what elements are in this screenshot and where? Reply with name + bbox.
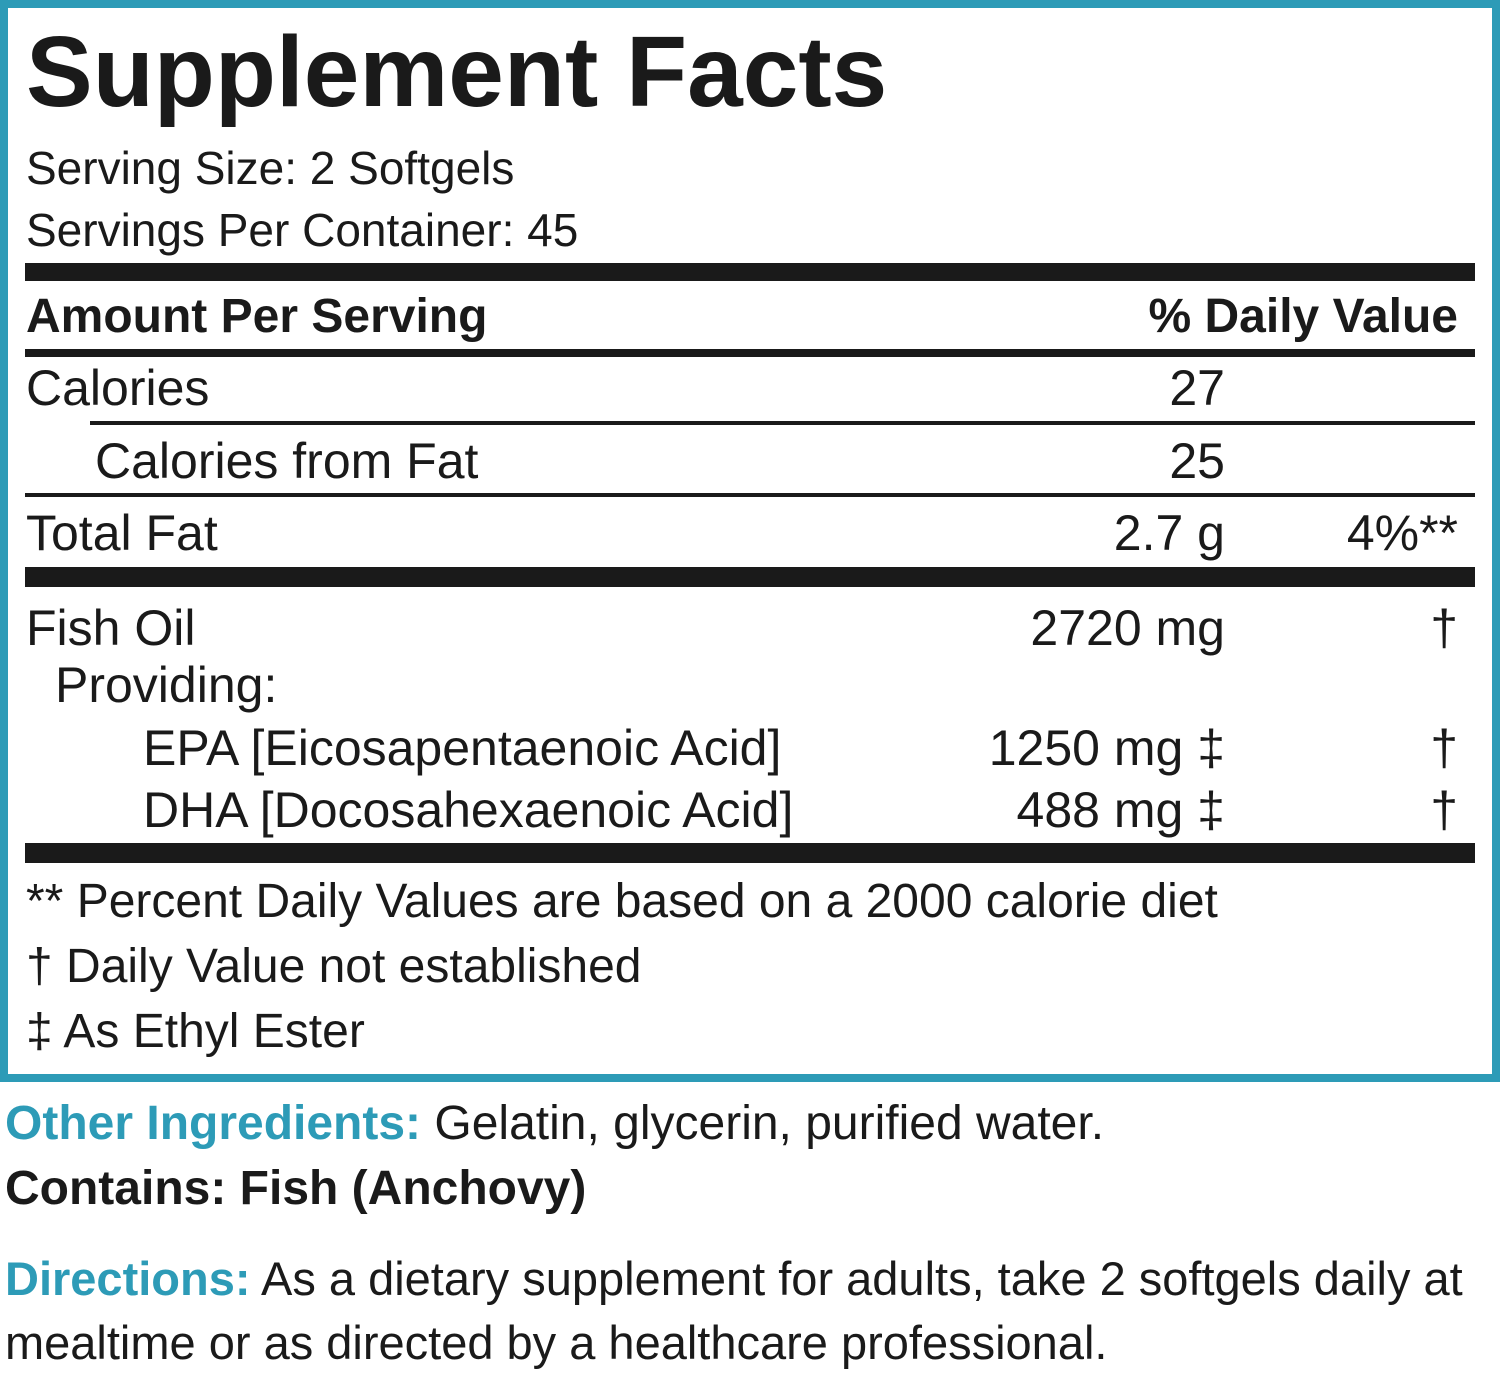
other-ingredients-label: Other Ingredients:: [5, 1097, 422, 1150]
directions-text: As a dietary supplement for adults, take…: [5, 1252, 1463, 1369]
row-amount: 25: [1169, 433, 1225, 489]
directions-label: Directions:: [5, 1252, 251, 1305]
daily-value-header: % Daily Value: [1148, 290, 1459, 343]
row-amount: 2.7 g: [1113, 505, 1225, 561]
row-name: Calories from Fat: [95, 433, 479, 489]
row-amount: 1250 mg ‡: [988, 720, 1225, 776]
label-border: [0, 0, 1500, 1082]
row-daily-value: †: [1430, 782, 1458, 838]
divider: [25, 493, 1475, 497]
footnote: ** Percent Daily Values are based on a 2…: [26, 875, 1218, 928]
divider: [25, 263, 1475, 281]
directions: Directions: As a dietary supplement for …: [5, 1247, 1495, 1375]
row-name: Providing:: [55, 657, 278, 713]
divider: [25, 567, 1475, 587]
row-amount: 488 mg ‡: [1016, 782, 1225, 838]
row-name: EPA [Eicosapentaenoic Acid]: [143, 720, 782, 776]
amount-header: Amount Per Serving: [26, 290, 488, 343]
row-daily-value: †: [1430, 600, 1458, 656]
footnote: ‡ As Ethyl Ester: [26, 1005, 365, 1058]
footnote: † Daily Value not established: [26, 940, 642, 993]
row-amount: 2720 mg: [1030, 600, 1225, 656]
divider: [25, 843, 1475, 863]
title: Supplement Facts: [26, 16, 888, 128]
row-name: Fish Oil: [26, 600, 196, 656]
other-ingredients: Other Ingredients: Gelatin, glycerin, pu…: [5, 1100, 1104, 1148]
row-name: Total Fat: [26, 505, 218, 561]
row-amount: 27: [1169, 360, 1225, 416]
divider: [90, 421, 1475, 425]
row-daily-value: 4%**: [1346, 505, 1458, 561]
contains: Contains: Fish (Anchovy): [5, 1162, 587, 1215]
row-name: DHA [Docosahexaenoic Acid]: [143, 782, 794, 838]
servings-per-container: Servings Per Container: 45: [26, 204, 579, 256]
divider: [25, 349, 1475, 357]
row-daily-value: †: [1430, 720, 1458, 776]
serving-size: Serving Size: 2 Softgels: [26, 142, 515, 194]
row-name: Calories: [26, 360, 210, 416]
other-ingredients-text: Gelatin, glycerin, purified water.: [434, 1097, 1105, 1150]
